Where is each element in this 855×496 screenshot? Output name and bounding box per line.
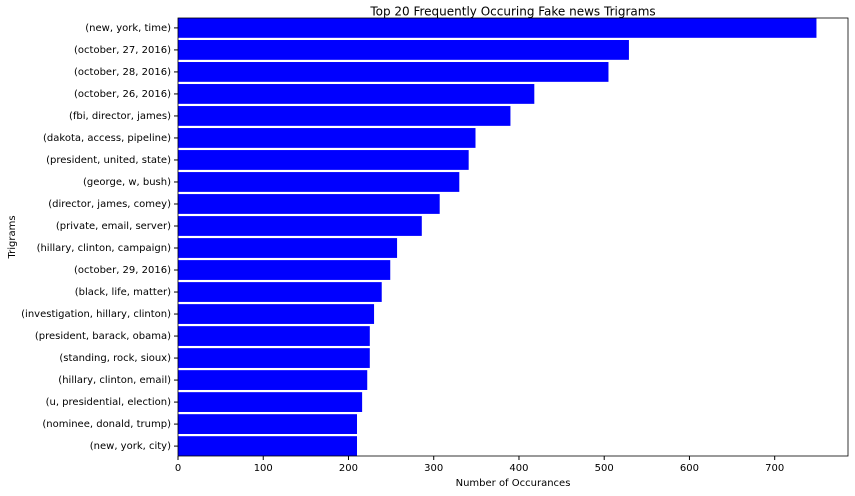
bar	[178, 436, 358, 456]
chart-title: Top 20 Frequently Occuring Fake news Tri…	[369, 5, 655, 19]
y-tick-label: (new, york, time)	[85, 23, 171, 34]
y-tick-label: (new, york, city)	[90, 441, 171, 452]
bar	[178, 172, 460, 192]
bar	[178, 326, 370, 346]
bar	[178, 150, 469, 170]
x-tick-label: 0	[175, 463, 181, 474]
y-tick-label: (president, barack, obama)	[35, 331, 171, 342]
y-tick-label: (october, 27, 2016)	[74, 45, 171, 56]
bar	[178, 106, 511, 126]
y-tick-label: (hillary, clinton, campaign)	[37, 243, 172, 254]
bar	[178, 84, 535, 104]
x-tick-label: 300	[424, 463, 443, 474]
bar	[178, 370, 368, 390]
bar	[178, 260, 391, 280]
y-tick-label: (nominee, donald, trump)	[42, 419, 171, 430]
y-tick-label: (private, email, server)	[56, 221, 171, 232]
x-tick-label: 100	[254, 463, 273, 474]
x-tick-label: 600	[680, 463, 699, 474]
x-tick-label: 700	[765, 463, 784, 474]
bar	[178, 304, 375, 324]
bar	[178, 282, 382, 302]
y-tick-label: (standing, rock, sioux)	[59, 353, 171, 364]
bar	[178, 40, 629, 60]
x-tick-label: 400	[509, 463, 528, 474]
bar	[178, 238, 398, 258]
y-tick-label: (dakota, access, pipeline)	[43, 133, 171, 144]
y-tick-label: (october, 29, 2016)	[74, 265, 171, 276]
y-tick-label: (investigation, hillary, clinton)	[21, 309, 171, 320]
bar	[178, 62, 609, 82]
y-tick-label: (u, presidential, election)	[46, 397, 172, 408]
y-tick-label: (director, james, comey)	[48, 199, 171, 210]
y-tick-label: (george, w, bush)	[83, 177, 171, 188]
bar	[178, 392, 363, 412]
y-tick-label: (october, 28, 2016)	[74, 67, 171, 78]
x-tick-label: 500	[595, 463, 614, 474]
y-tick-label: (fbi, director, james)	[69, 111, 171, 122]
bar	[178, 128, 476, 148]
y-tick-label: (october, 26, 2016)	[74, 89, 171, 100]
x-axis-label: Number of Occurances	[456, 478, 571, 489]
x-tick-label: 200	[339, 463, 358, 474]
y-tick-label: (president, united, state)	[46, 155, 171, 166]
bar	[178, 414, 358, 434]
bar	[178, 18, 817, 38]
y-axis-label: Trigrams	[7, 215, 18, 259]
y-tick-label: (hillary, clinton, email)	[58, 375, 171, 386]
bar	[178, 194, 440, 214]
bar	[178, 348, 370, 368]
plot-frame	[177, 17, 849, 457]
y-tick-label: (black, life, matter)	[75, 287, 171, 298]
bar	[178, 216, 422, 236]
